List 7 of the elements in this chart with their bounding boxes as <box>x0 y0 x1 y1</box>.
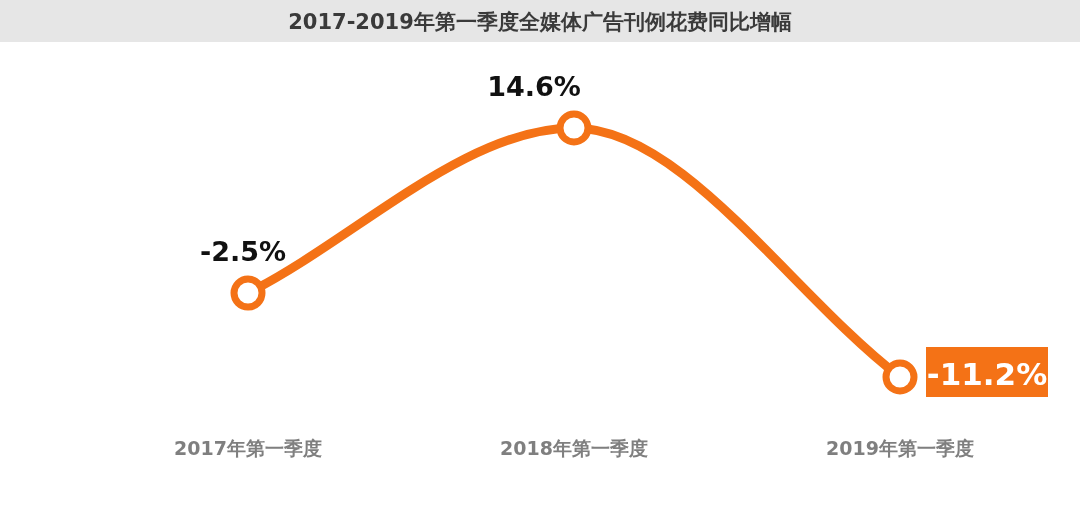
chart-title: 2017-2019年第一季度全媒体广告刊例花费同比增幅 <box>288 10 792 34</box>
x-tick-label: 2019年第一季度 <box>826 437 974 459</box>
data-label: -11.2% <box>926 356 1048 392</box>
data-label: -2.5% <box>199 236 287 268</box>
data-label: 14.6% <box>487 71 581 102</box>
x-tick-label: 2017年第一季度 <box>174 437 322 459</box>
x-tick-label: 2018年第一季度 <box>500 437 648 459</box>
